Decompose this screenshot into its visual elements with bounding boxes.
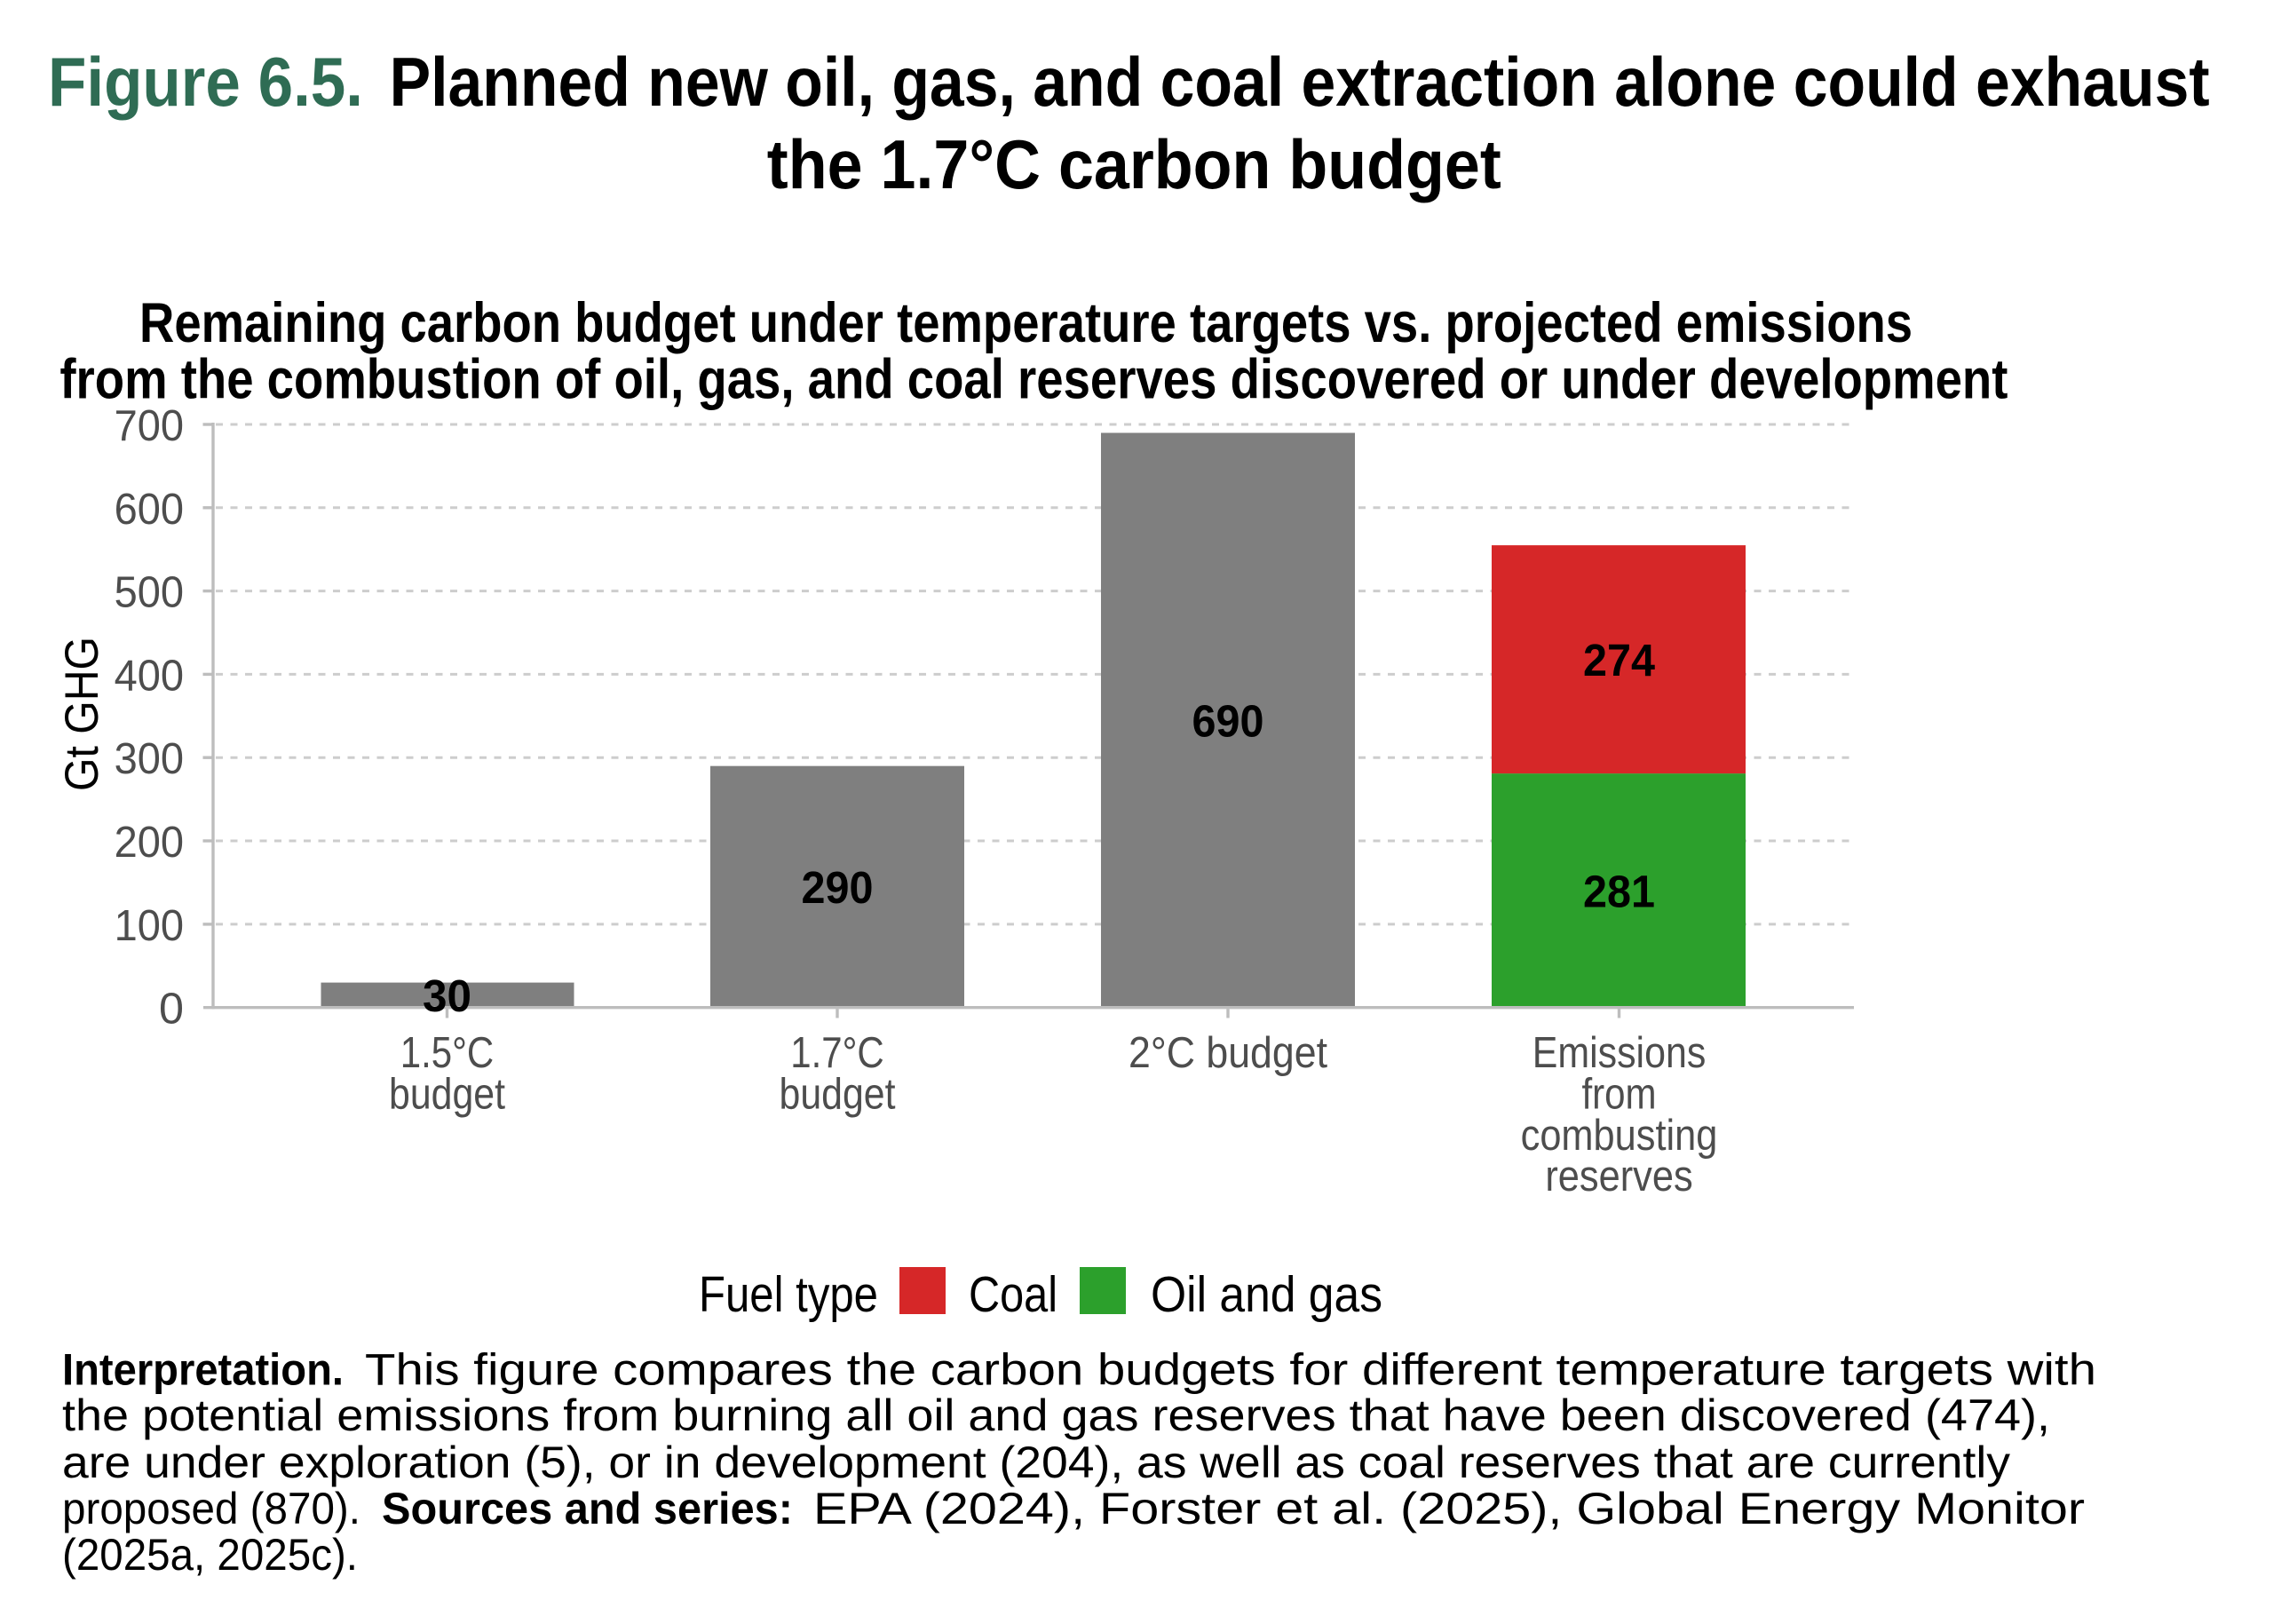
svg-text:30: 30	[423, 970, 471, 1021]
svg-text:Oil and gas: Oil and gas	[1151, 1266, 1382, 1323]
svg-text:500: 500	[115, 569, 184, 617]
svg-text:Figure 6.5.: Figure 6.5.	[48, 43, 363, 121]
svg-text:budget: budget	[780, 1070, 896, 1118]
svg-text:400: 400	[115, 652, 184, 700]
svg-text:Planned new oil, gas, and coal: Planned new oil, gas, and coal extractio…	[390, 43, 2210, 121]
svg-text:from the combustion of oil, ga: from the combustion of oil, gas, and coa…	[59, 348, 2008, 410]
svg-text:the 1.7°C carbon budget: the 1.7°C carbon budget	[767, 125, 1501, 203]
svg-text:700: 700	[115, 402, 184, 450]
svg-text:2°C budget: 2°C budget	[1129, 1029, 1327, 1077]
svg-text:Sources and series:: Sources and series:	[382, 1484, 793, 1533]
svg-text:Coal: Coal	[969, 1266, 1057, 1323]
svg-text:300: 300	[115, 735, 184, 783]
svg-text:EPA (2024), Forster et al. (20: EPA (2024), Forster et al. (2025), Globa…	[813, 1484, 2085, 1533]
svg-text:reserves: reserves	[1545, 1153, 1692, 1200]
svg-text:Interpretation.: Interpretation.	[62, 1345, 344, 1395]
svg-text:690: 690	[1192, 696, 1264, 747]
svg-text:1.5°C: 1.5°C	[400, 1029, 495, 1077]
svg-text:proposed (870).: proposed (870).	[62, 1484, 360, 1533]
svg-text:This figure compares the carbo: This figure compares the carbon budgets …	[365, 1345, 2096, 1395]
svg-text:Emissions: Emissions	[1532, 1029, 1707, 1077]
svg-text:281: 281	[1583, 866, 1655, 916]
svg-text:Fuel type: Fuel type	[699, 1266, 878, 1323]
svg-text:200: 200	[115, 819, 184, 867]
svg-text:Remaining carbon budget under: Remaining carbon budget under temperatur…	[139, 292, 1913, 354]
svg-text:are under exploration (5), or: are under exploration (5), or in develop…	[62, 1438, 2010, 1487]
svg-text:290: 290	[802, 862, 874, 913]
svg-text:100: 100	[115, 902, 184, 950]
svg-text:1.7°C: 1.7°C	[790, 1029, 884, 1077]
svg-text:600: 600	[115, 486, 184, 534]
svg-text:the potential emissions from b: the potential emissions from burning all…	[62, 1390, 2050, 1440]
svg-text:274: 274	[1583, 635, 1656, 685]
svg-text:0: 0	[159, 986, 184, 1034]
svg-text:(2025a, 2025c).: (2025a, 2025c).	[62, 1530, 358, 1580]
svg-text:Gt GHG: Gt GHG	[56, 637, 108, 791]
svg-text:budget: budget	[389, 1070, 505, 1118]
svg-text:combusting: combusting	[1521, 1112, 1718, 1160]
svg-text:from: from	[1581, 1070, 1656, 1118]
